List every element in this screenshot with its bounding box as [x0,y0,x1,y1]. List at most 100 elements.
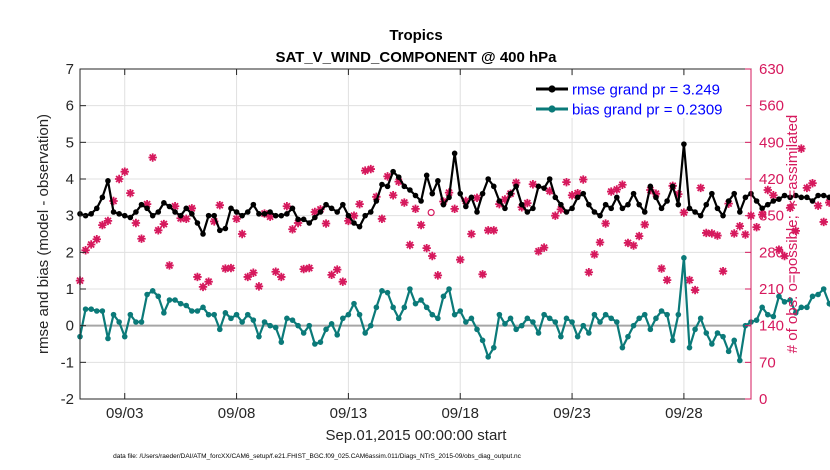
rmse-point [88,211,94,217]
bias-point [88,306,94,312]
rmse-point [625,201,631,208]
bias-point [591,311,598,318]
rmse-point [205,212,212,219]
bias-point [479,337,486,344]
obs-assimilated-point [551,211,560,220]
bias-point [166,297,173,303]
rmse-point [116,211,122,217]
rmse-point [608,205,615,212]
bias-point [446,286,452,292]
rmse-point [787,194,793,201]
rmse-point [373,198,380,204]
rmse-point [261,211,268,217]
bias-point [664,311,670,318]
bias-point [222,310,229,316]
obs-assimilated-point [562,177,571,187]
obs-assimilated-point [92,235,101,244]
bias-point [658,308,665,314]
obs-assimilated-point [629,241,638,250]
bias-point [239,319,245,325]
bias-point [395,315,402,322]
rmse-point [216,227,223,234]
obs-assimilated-point [165,261,174,270]
bias-point [99,308,106,314]
y-tick-label: 6 [66,98,74,115]
rmse-point [546,176,553,182]
bias-point [295,322,301,329]
bias-point [826,300,830,307]
obs-assimilated-point [81,246,90,255]
rmse-point [379,181,385,188]
obs-assimilated-point [802,183,812,193]
legend: rmse grand pr = 3.249 bias grand pr = 0.… [532,76,746,119]
y2-tick-label: 210 [759,281,784,298]
bias-point [228,315,234,322]
rmse-point [233,209,240,215]
bias-point [697,315,704,322]
rmse-point [776,196,782,202]
bias-point [412,300,419,307]
obs-assimilated-point [305,263,314,273]
bias-point [490,344,497,351]
y2-tick-label: 490 [759,134,784,151]
obs-assimilated-point [254,282,264,291]
obs-assimilated-point [416,220,426,230]
rmse-point [418,198,424,204]
bias-point [614,319,620,325]
obs-assimilated-point [718,266,728,276]
rmse-point [390,168,396,175]
rmse-point [183,205,190,212]
x-axis-ticks: 09/03 09/08 09/13 09/18 09/23 09/28 [106,69,703,422]
rmse-point [440,201,447,208]
obs-assimilated-point [769,191,778,200]
bias-point [463,319,469,325]
obs-assimilated-point [791,226,800,236]
bias-point [524,315,531,322]
bias-point [390,304,396,311]
rmse-point [569,205,575,212]
obs-assimilated-point [489,226,498,235]
obs-assimilated-point [690,285,700,295]
rmse-point [429,190,436,197]
rmse-point [485,176,491,182]
y2-axis-ticks: 0 70 140 210 280 350 420 490 560 630 [745,61,784,408]
bias-point [144,291,150,298]
bias-point [725,348,732,355]
obs-assimilated-point [388,191,398,200]
rmse-point [496,198,503,204]
bias-point [121,333,128,340]
y2-tick-label: 630 [759,61,784,78]
rmse-point [714,205,721,212]
rmse-point [144,205,150,212]
obs-assimilated-point [193,272,202,282]
bias-point [351,300,357,307]
bias-point [485,354,491,360]
bias-point [809,293,816,300]
rmse-point [177,212,184,219]
bias-point [753,317,760,323]
rmse-point [653,194,659,201]
rmse-point [574,194,581,201]
rmse-point [127,214,134,221]
rmse-point [278,212,285,219]
bias-point [764,311,771,318]
bias-point [127,311,134,318]
obs-assimilated-point [109,196,118,206]
rmse-point [345,212,352,219]
rmse-point [703,201,710,208]
obs-assimilated-point [741,230,750,239]
bias-point [675,311,682,318]
rmse-point [334,209,341,215]
rmse-point [362,212,368,219]
obs-assimilated-point [355,199,364,209]
obs-assimilated-point [405,240,415,250]
obs-assimilated-point [377,214,387,224]
obs-assimilated-point [483,226,493,235]
rmse-point [709,190,715,197]
obs-assimilated-point [103,216,113,226]
rmse-point [356,223,363,230]
obs-assimilated-point [590,250,599,259]
bias-point [250,317,257,323]
rmse-point [222,225,229,232]
rmse-point [194,220,201,226]
